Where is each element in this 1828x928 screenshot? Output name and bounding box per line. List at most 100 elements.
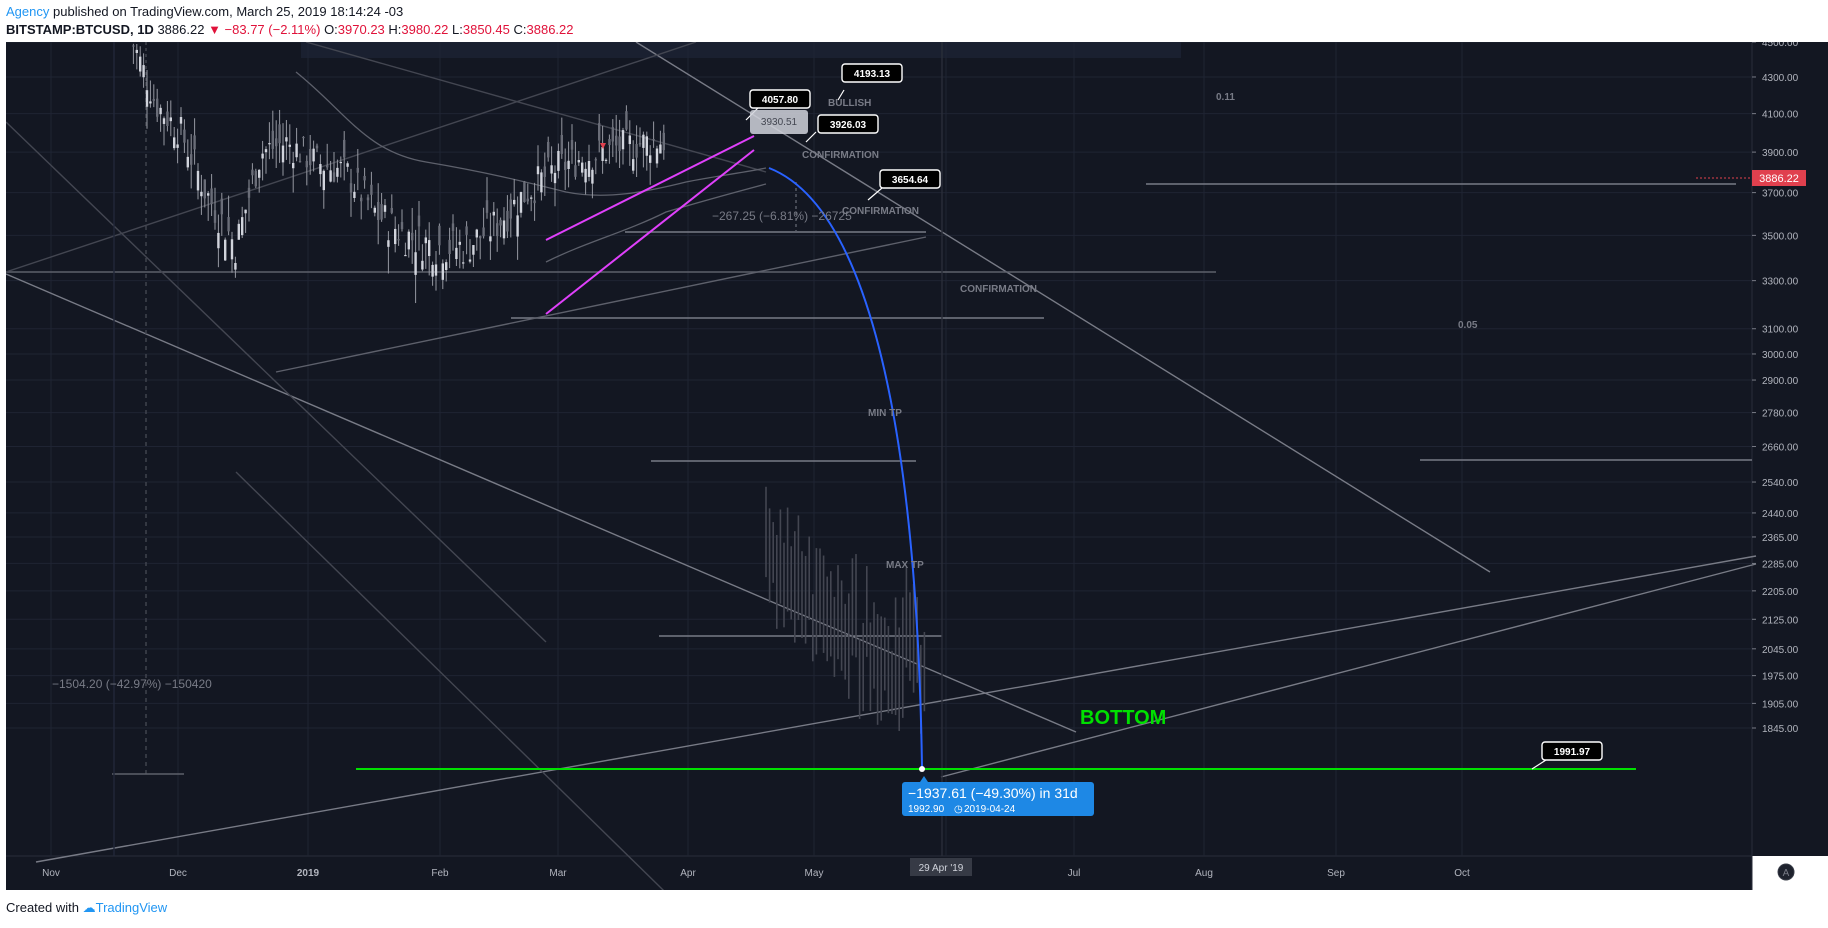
candle [659, 144, 662, 154]
candle [390, 207, 393, 213]
candle [203, 179, 206, 199]
candle [530, 197, 533, 199]
candle [424, 237, 427, 244]
candle [322, 170, 325, 191]
candle [428, 240, 431, 257]
candle [611, 127, 614, 142]
symbol-line: BITSTAMP:BTCUSD, 1D 3886.22 ▼ −83.77 (−2… [6, 22, 574, 37]
callout-4057: 4057.80 [745, 89, 811, 121]
candle [292, 162, 295, 169]
candle [564, 161, 567, 170]
candle [536, 166, 540, 175]
candle [227, 217, 230, 232]
candle [190, 154, 193, 165]
candle [230, 239, 234, 260]
candle [288, 144, 291, 147]
bottom-label: BOTTOM [1080, 707, 1166, 729]
measure-left: −1504.20 (−42.97%) −150420 [52, 677, 212, 691]
price-tick-label: 3900.00 [1762, 148, 1799, 159]
fib-label: 0.11 [1216, 92, 1235, 103]
candle [135, 49, 138, 53]
candle [509, 199, 512, 219]
price-chart[interactable]: 4500.00 4300.00 4100.00 3900.00 3700.00 3500.… [6, 42, 1828, 890]
tradingview-logo-icon[interactable]: ☁ [82, 900, 96, 915]
auto-scale-button[interactable]: A [1777, 863, 1795, 881]
candles [132, 43, 665, 304]
candle [237, 223, 240, 240]
candle [496, 223, 499, 237]
candle [472, 245, 475, 255]
candle [200, 191, 203, 197]
candle [594, 159, 597, 161]
candle [489, 236, 492, 242]
svg-text:3654.64: 3654.64 [892, 175, 929, 186]
candle [383, 205, 387, 212]
candle [513, 199, 516, 205]
tradingview-link[interactable]: TradingView [95, 900, 168, 915]
measure-small: −267.25 (−6.81%) −26725 [712, 209, 852, 223]
candle [400, 222, 404, 230]
candle [516, 215, 519, 237]
candle [149, 101, 152, 104]
candle [414, 252, 417, 275]
candle [621, 130, 625, 150]
candle [142, 65, 145, 78]
price-change: ▼ −83.77 (−2.11%) [208, 22, 321, 37]
price-tick-label: 2125.00 [1762, 615, 1799, 626]
candle [540, 172, 543, 193]
publish-line: Agency published on TradingView.com, Mar… [6, 4, 403, 19]
candle [649, 155, 652, 163]
candle [604, 159, 608, 161]
candle [567, 160, 570, 169]
candle [635, 144, 638, 158]
candle [173, 137, 176, 149]
open-value: 3970.23 [337, 22, 385, 37]
candle [312, 148, 315, 162]
candle [455, 247, 458, 260]
svg-text:3926.03: 3926.03 [830, 120, 867, 131]
candle [502, 220, 506, 239]
svg-text:29 Apr '19: 29 Apr '19 [919, 863, 964, 874]
svg-text:1991.97: 1991.97 [1554, 747, 1591, 758]
trend-line [6, 42, 697, 273]
candle [193, 135, 196, 150]
svg-text:3930.51: 3930.51 [761, 117, 798, 128]
candle [186, 156, 189, 168]
candle [220, 198, 223, 215]
candle [159, 107, 162, 115]
candle [628, 135, 631, 145]
candle [608, 139, 611, 146]
candle [570, 140, 574, 150]
plot-area[interactable] [6, 42, 1752, 856]
candle [145, 90, 149, 107]
candle [652, 139, 655, 141]
candle [234, 262, 237, 270]
candle [553, 172, 557, 184]
author-link[interactable]: Agency [6, 4, 50, 19]
time-axis[interactable] [6, 856, 1752, 890]
candle [577, 160, 580, 163]
candle [207, 193, 210, 196]
level-label-confirmation-3: CONFIRMATION [960, 284, 1037, 295]
candle [196, 170, 200, 191]
candle [625, 111, 628, 130]
candle [271, 130, 274, 149]
time-tick-label: Oct [1454, 868, 1470, 879]
candle [315, 145, 319, 149]
level-label-confirmation-2: CONFIRMATION [842, 206, 919, 217]
level-labels: BULLISH CONFIRMATION CONFIRMATION CONFIR… [802, 92, 1478, 571]
published-text: published on TradingView.com, March 25, … [53, 4, 404, 19]
grid-lines [6, 42, 1752, 856]
candle [506, 210, 509, 232]
candle [329, 170, 332, 182]
candle [326, 165, 329, 168]
candle [281, 145, 285, 163]
candle [482, 227, 485, 237]
callout-3926: 3926.03 [805, 114, 879, 143]
callout-3930: 3930.51 [750, 110, 808, 134]
candle [662, 132, 665, 151]
projection-curve [768, 167, 923, 768]
chart-header: Agency published on TradingView.com, Mar… [0, 0, 1828, 42]
price-tick-label: 1975.00 [1762, 672, 1799, 683]
price-tick-label: 2440.00 [1762, 509, 1799, 520]
